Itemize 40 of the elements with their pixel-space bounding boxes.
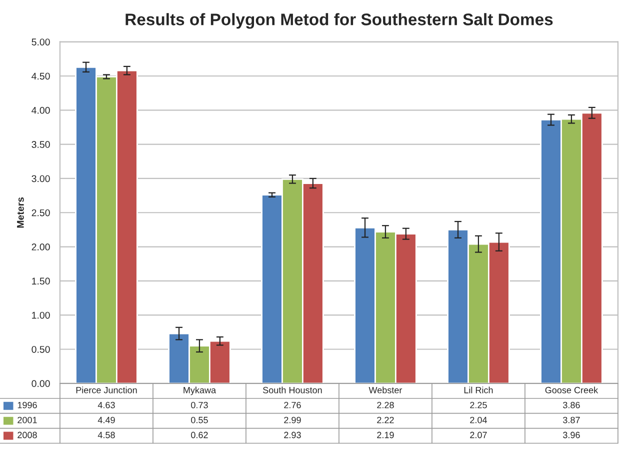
y-tick-label: 2.00 [32, 244, 50, 250]
data-label: 3.86 [563, 402, 580, 408]
y-tick-label: 1.00 [32, 312, 50, 319]
y-tick-label: 4.50 [32, 72, 50, 80]
x-tick-label: South Houston [263, 386, 322, 394]
x-tick-label: Goose Creek [545, 386, 598, 394]
y-tick-label: 3.50 [32, 141, 50, 148]
legend-label: 1996 [18, 402, 37, 408]
chart-title: Results of Polygon Metod for Southestern Salt Domes [126, 13, 553, 29]
x-tick-label: Webster [368, 386, 402, 394]
y-tick-label: 4.00 [32, 106, 50, 114]
data-label: 2.28 [377, 402, 394, 408]
data-label: 2.04 [470, 416, 487, 424]
data-label: 2.22 [377, 416, 394, 424]
data-label: 4.58 [98, 432, 115, 438]
data-label: 3.96 [563, 432, 580, 438]
legend-label: 2001 [18, 416, 37, 424]
data-label: 2.19 [377, 432, 394, 438]
data-label: 2.93 [284, 432, 301, 438]
legend-label: 2008 [18, 432, 37, 438]
y-axis-title: Meters [17, 197, 24, 228]
data-label: 0.62 [191, 432, 208, 438]
y-tick-label: 0.50 [32, 346, 50, 353]
data-label: 4.49 [98, 416, 115, 424]
data-label: 0.55 [191, 416, 208, 424]
data-label: 3.87 [563, 416, 580, 424]
y-tick-label: 2.50 [32, 209, 50, 216]
data-label: 2.25 [470, 402, 487, 408]
y-tick-label: 3.00 [32, 175, 50, 182]
data-label: 4.63 [98, 402, 115, 408]
data-label: 0.73 [191, 402, 208, 408]
y-tick-label: 0.00 [32, 380, 50, 388]
x-tick-label: Lil Rich [464, 386, 493, 394]
x-tick-label: Mykawa [184, 386, 216, 396]
y-tick-label: 5.00 [32, 38, 50, 46]
y-tick-label: 1.50 [32, 278, 50, 285]
data-label: 2.07 [470, 432, 487, 438]
data-label: 2.76 [284, 402, 301, 408]
data-label: 2.99 [284, 416, 301, 424]
x-tick-label: Pierce Junction [76, 386, 137, 394]
